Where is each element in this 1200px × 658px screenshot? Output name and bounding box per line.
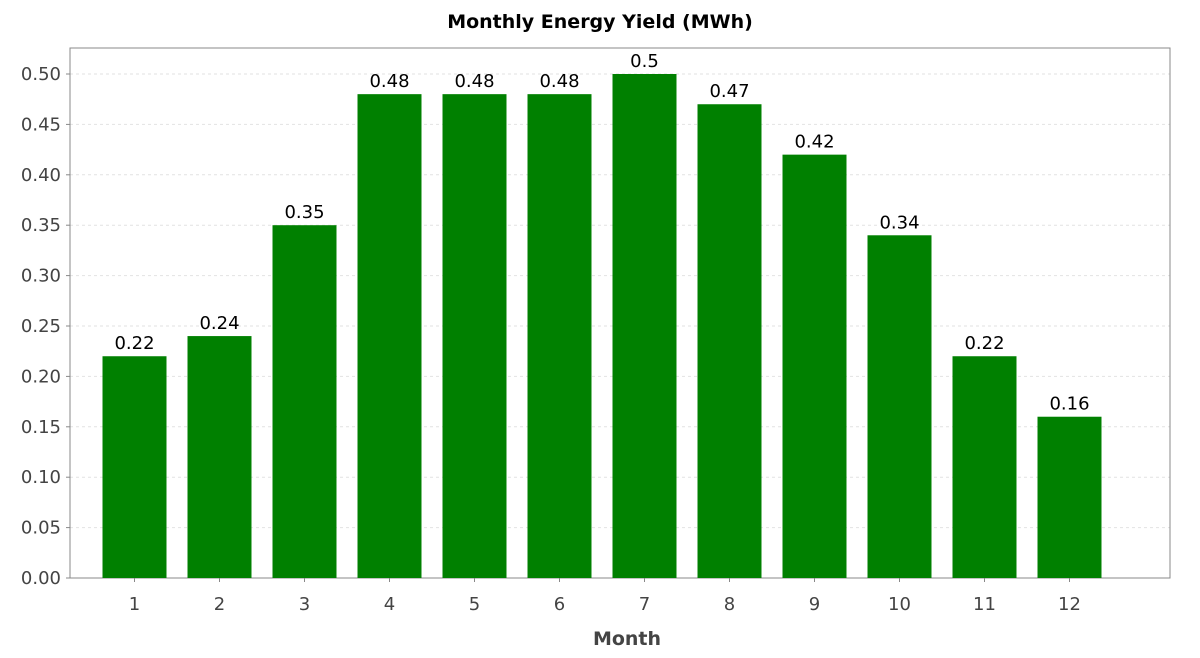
y-tick-label: 0.40 xyxy=(21,165,61,186)
bar-value-label: 0.48 xyxy=(369,71,409,92)
x-tick-label: 12 xyxy=(1058,594,1081,615)
bar xyxy=(102,356,167,578)
x-tick-label: 6 xyxy=(554,594,565,615)
bar xyxy=(527,94,592,578)
bar-value-label: 0.22 xyxy=(964,333,1004,354)
y-tick-label: 0.15 xyxy=(21,417,61,438)
bar xyxy=(867,235,932,578)
bar xyxy=(782,154,847,578)
bar-value-label: 0.42 xyxy=(794,132,834,153)
bars xyxy=(102,74,1102,579)
x-tick-label: 5 xyxy=(469,594,480,615)
bar-value-label: 0.35 xyxy=(284,202,324,223)
y-tick-label: 0.05 xyxy=(21,518,61,539)
x-tick-label: 9 xyxy=(809,594,820,615)
bar-value-label: 0.48 xyxy=(454,71,494,92)
bar xyxy=(612,74,677,578)
y-tick-label: 0.10 xyxy=(21,467,61,488)
bar-value-label: 0.34 xyxy=(879,212,919,233)
y-tick-label: 0.20 xyxy=(21,366,61,387)
x-tick-label: 10 xyxy=(888,594,911,615)
bar-value-label: 0.16 xyxy=(1049,394,1089,415)
x-tick-label: 1 xyxy=(129,594,140,615)
chart-title: Monthly Energy Yield (MWh) xyxy=(447,11,753,33)
y-tick-label: 0.00 xyxy=(21,568,61,589)
y-axis-ticks: 0.00 0.05 0.10 0.15 0.20 0.25 0.30 0.35 0.40 0.45… xyxy=(21,64,70,589)
y-tick-label: 0.30 xyxy=(21,266,61,287)
bar-value-label: 0.24 xyxy=(199,313,239,334)
x-tick-label: 3 xyxy=(299,594,310,615)
bar-value-label: 0.22 xyxy=(114,333,154,354)
bar xyxy=(442,94,507,578)
y-tick-label: 0.50 xyxy=(21,64,61,85)
x-tick-label: 7 xyxy=(639,594,650,615)
y-tick-label: 0.35 xyxy=(21,215,61,236)
bar xyxy=(357,94,422,578)
x-tick-label: 4 xyxy=(384,594,395,615)
bar-value-label: 0.48 xyxy=(539,71,579,92)
bar xyxy=(697,104,762,579)
y-tick-label: 0.25 xyxy=(21,316,61,337)
bar xyxy=(952,356,1017,578)
bar xyxy=(1037,416,1102,578)
x-tick-label: 11 xyxy=(973,594,996,615)
bar xyxy=(187,336,252,578)
value-labels: 0.22 0.24 0.35 0.48 0.48 0.48 0.5 0.47 0.42 0.34 0… xyxy=(114,51,1089,415)
bar-value-label: 0.47 xyxy=(709,81,749,102)
bar xyxy=(272,225,337,578)
x-axis-label: Month xyxy=(593,628,661,650)
x-axis-ticks: 1 2 3 4 5 6 7 8 9 10 11 12 xyxy=(129,578,1081,615)
x-tick-label: 2 xyxy=(214,594,225,615)
bar-value-label: 0.5 xyxy=(630,51,659,72)
y-tick-label: 0.45 xyxy=(21,114,61,135)
x-tick-label: 8 xyxy=(724,594,735,615)
